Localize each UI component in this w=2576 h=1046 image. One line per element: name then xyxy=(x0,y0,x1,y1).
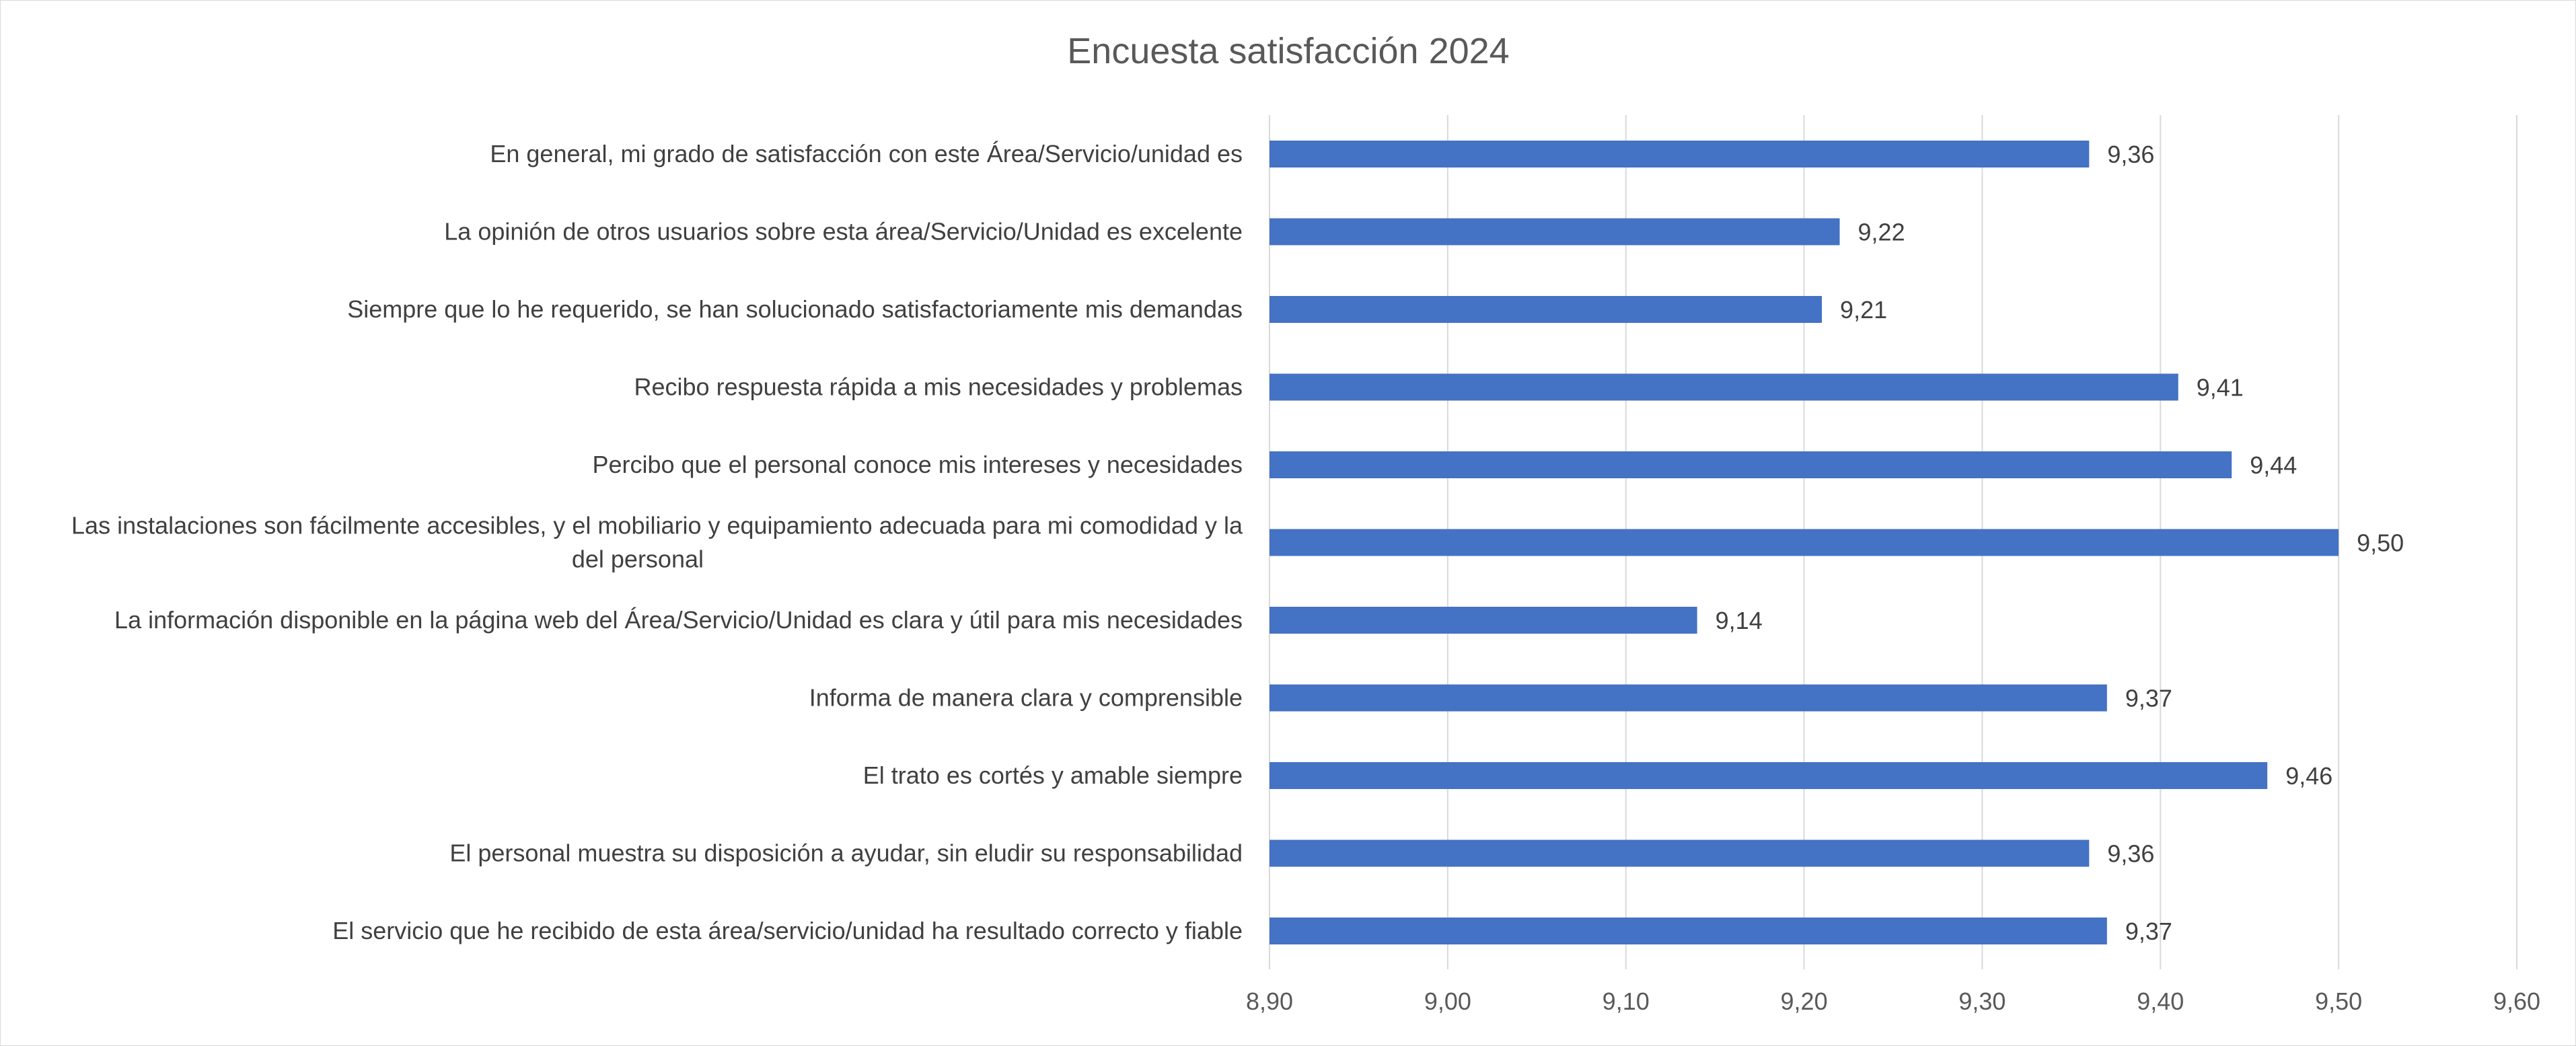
bar xyxy=(1269,684,2107,712)
x-tick-label: 8,90 xyxy=(1246,987,1293,1015)
category-label: Percibo que el personal conoce mis inter… xyxy=(592,451,1243,478)
category-label: El personal muestra su disposición a ayu… xyxy=(449,839,1243,867)
x-tick-label: 9,40 xyxy=(2137,987,2184,1015)
category-label: La opinión de otros usuarios sobre esta … xyxy=(444,218,1243,246)
data-label: 9,50 xyxy=(2357,529,2404,557)
bar xyxy=(1269,918,2107,944)
data-label: 9,36 xyxy=(2107,141,2154,168)
data-label: 9,14 xyxy=(1716,607,1763,634)
category-label: Recibo respuesta rápida a mis necesidade… xyxy=(634,373,1243,401)
bar xyxy=(1269,373,2178,401)
category-label: La información disponible en la página w… xyxy=(114,606,1243,634)
x-tick-label: 9,00 xyxy=(1424,987,1471,1015)
x-tick-label: 9,50 xyxy=(2315,987,2362,1015)
bar xyxy=(1269,762,2268,789)
bar xyxy=(1269,839,2090,867)
bars xyxy=(1269,141,2339,944)
data-label: 9,46 xyxy=(2285,762,2332,790)
bar xyxy=(1269,296,1823,323)
category-label-line: del personal xyxy=(572,546,704,573)
category-labels: En general, mi grado de satisfacción con… xyxy=(71,140,1243,944)
data-labels: 9,36 9,22 9,21 9,41 9,44 9,50 9,14 9,37 9,46 9,36… xyxy=(1716,141,2404,945)
category-label: Informa de manera clara y comprensible xyxy=(809,684,1243,712)
data-label: 9,21 xyxy=(1840,296,1887,324)
data-label: 9,44 xyxy=(2250,451,2297,479)
x-tick-label: 9,60 xyxy=(2493,987,2540,1015)
chart-title: Encuesta satisfacción 2024 xyxy=(1067,31,1509,71)
category-label-line: Las instalaciones son fácilmente accesib… xyxy=(71,512,1243,539)
data-label: 9,36 xyxy=(2107,840,2154,868)
bar xyxy=(1269,451,2232,478)
data-label: 9,41 xyxy=(2197,374,2244,402)
category-label: El servicio que he recibido de esta área… xyxy=(332,917,1243,944)
category-label: El trato es cortés y amable siempre xyxy=(863,761,1243,789)
x-axis-tick-labels: 8,90 9,00 9,10 9,20 9,30 9,40 9,50 9,60 xyxy=(1246,987,2540,1015)
bar xyxy=(1269,607,1697,634)
bar xyxy=(1269,218,1840,246)
x-tick-label: 9,30 xyxy=(1958,987,2005,1015)
category-label: En general, mi grado de satisfacción con… xyxy=(490,140,1243,167)
data-label: 9,37 xyxy=(2125,685,2172,712)
x-tick-label: 9,20 xyxy=(1781,987,1828,1015)
bar xyxy=(1269,141,2090,167)
data-label: 9,22 xyxy=(1858,219,1905,246)
bar xyxy=(1269,529,2339,556)
x-tick-label: 9,10 xyxy=(1603,987,1650,1015)
category-label: Las instalaciones son fácilmente accesib… xyxy=(71,512,1243,573)
category-label: Siempre que lo he requerido, se han solu… xyxy=(347,295,1243,323)
data-label: 9,37 xyxy=(2125,918,2172,945)
